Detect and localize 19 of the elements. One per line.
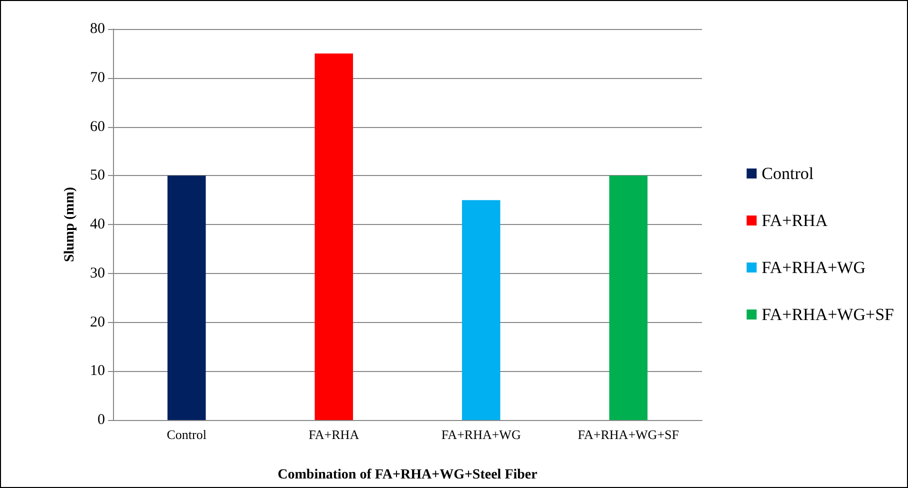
y-tick-label: 10 (90, 363, 105, 380)
x-tick-label: Control (166, 427, 207, 442)
x-tick-label: FA+RHA+WG+SF (578, 427, 679, 442)
x-tick-label: FA+RHA+WG (441, 427, 521, 442)
legend-label: FA+RHA (762, 211, 828, 230)
y-axis-title: Slump (mm) (62, 186, 78, 262)
legend-label: FA+RHA+WG (762, 258, 866, 277)
x-axis-title: Combination of FA+RHA+WG+Steel Fiber (278, 468, 538, 482)
y-tick-label: 30 (90, 265, 105, 282)
y-tick-label: 20 (90, 314, 105, 330)
y-tick-label: 0 (98, 412, 105, 428)
y-tick-label: 70 (90, 70, 105, 86)
x-tick-label: FA+RHA (308, 427, 360, 442)
legend-label: Control (762, 164, 814, 183)
y-tick-label: 50 (90, 168, 105, 184)
y-tick-label: 40 (90, 216, 105, 232)
legend-label: FA+RHA+WG+SF (762, 305, 894, 324)
y-tick-label: 80 (90, 21, 105, 37)
y-tick-label: 60 (90, 118, 105, 135)
